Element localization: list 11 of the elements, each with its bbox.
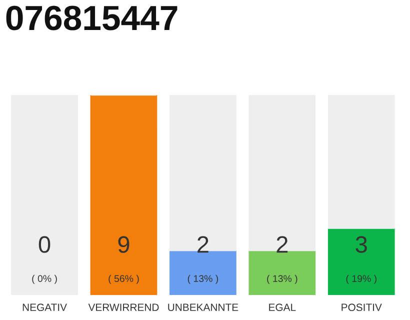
data-label: 2 ( 13% ) [267,236,298,284]
x-tick-label: EGAL [269,304,296,312]
x-tick-label: NEGATIV [22,304,67,312]
data-label: 0 ( 0% ) [32,236,57,284]
data-label: 3 ( 19% ) [346,236,376,284]
x-tick-label: POSITIV [342,304,382,312]
x-tick-label: UNBEKANNTE [168,304,238,312]
chart-title: 076815447 [6,6,178,30]
data-label: 9 ( 56% ) [108,236,139,284]
data-label: 2 ( 13% ) [188,236,218,284]
x-tick-label: VERWIRREND [88,304,159,311]
